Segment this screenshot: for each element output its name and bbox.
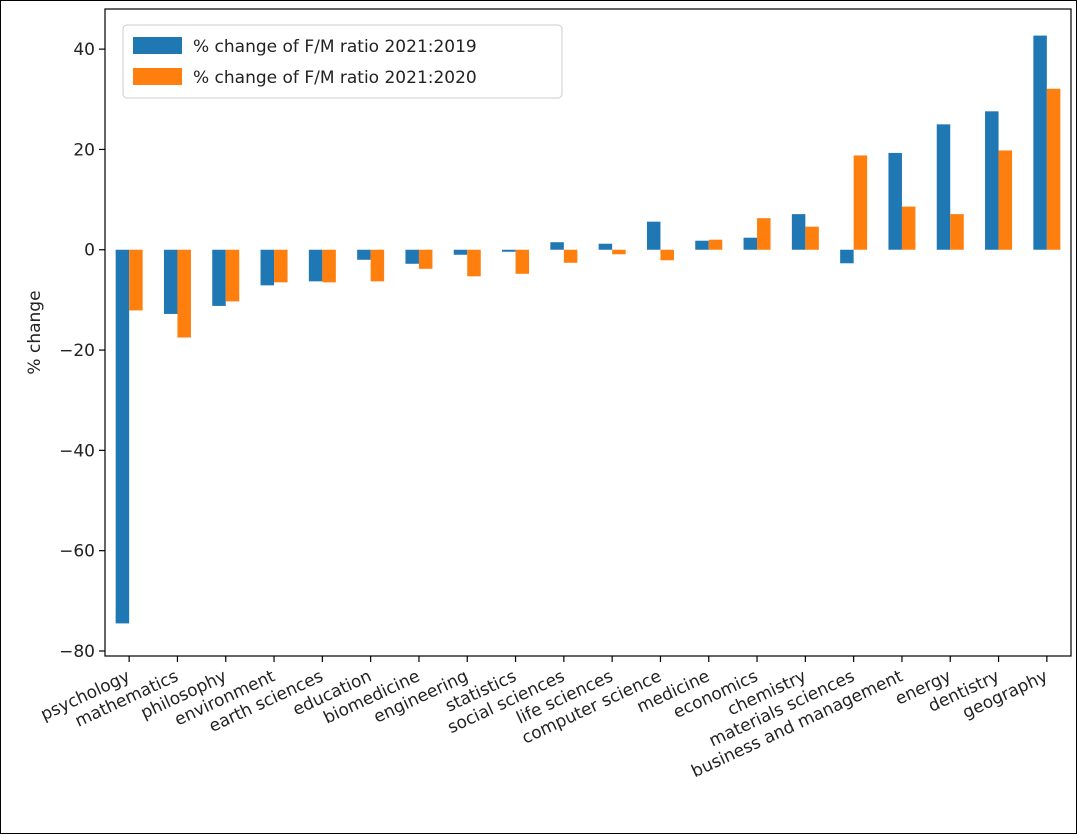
bar-series1-medicine (695, 240, 709, 250)
y-tick-label: −20 (59, 341, 95, 361)
bar-series1-engineering (453, 249, 468, 255)
bars-layer (115, 35, 1061, 624)
bar-series1-geography (1033, 35, 1047, 250)
bar-series2-earth-sciences (322, 249, 336, 283)
bar-series2-chemistry (805, 226, 819, 250)
bar-series2-life-sciences (612, 249, 626, 255)
bar-series1-computer-science (646, 221, 661, 250)
legend-box (122, 24, 563, 99)
bar-series1-business-and-management (888, 152, 902, 250)
legend: % change of F/M ratio 2021:2019 % change … (122, 24, 563, 99)
y-tick-label: −80 (59, 642, 95, 662)
plot-frame (104, 8, 1072, 657)
bar-series1-materials-sciences (840, 249, 854, 264)
bar-series1-energy (936, 124, 951, 250)
bar-series1-psychology (115, 249, 130, 624)
bar-series2-geography (1046, 88, 1061, 250)
legend-label: % change of F/M ratio 2021:2020 (193, 68, 477, 88)
y-tick-label: −40 (59, 441, 95, 461)
bar-series1-dentistry (985, 111, 999, 250)
bar-series1-chemistry (791, 214, 806, 250)
legend-swatch (133, 68, 182, 85)
bar-series2-philosophy (225, 249, 240, 302)
bar-series1-biomedicine (405, 249, 419, 264)
legend-swatch (133, 37, 182, 54)
bar-series2-medicine (708, 239, 723, 250)
y-tick-label: 40 (73, 40, 95, 60)
bar-series2-biomedicine (418, 249, 433, 269)
bar-series2-psychology (129, 249, 143, 311)
bar-series2-statistics (515, 249, 530, 274)
y-tick-label: 0 (84, 241, 95, 261)
y-tick-label: −60 (59, 542, 95, 562)
bar-series1-mathematics (163, 249, 178, 314)
bar-series2-environment (274, 249, 288, 283)
legend-label: % change of F/M ratio 2021:2019 (193, 37, 477, 57)
bar-series2-social-sciences (563, 249, 578, 263)
bar-series2-energy (950, 214, 964, 250)
bar-series1-earth-sciences (308, 249, 323, 282)
bar-series2-materials-sciences (853, 155, 868, 250)
bar-series1-statistics (502, 249, 516, 252)
bar-series2-mathematics (177, 249, 191, 338)
bar-series2-engineering (467, 249, 481, 277)
bar-series2-business-and-management (901, 206, 916, 250)
y-tick-label: 20 (73, 140, 95, 160)
bar-series1-economics (743, 237, 758, 250)
bar-series1-environment (260, 249, 275, 286)
bar-series2-economics (757, 218, 771, 250)
bar-series2-dentistry (998, 150, 1013, 250)
y-axis-label: % change (25, 290, 45, 374)
bar-series2-education (370, 249, 385, 282)
bar-series1-social-sciences (550, 242, 564, 250)
bar-series2-computer-science (660, 249, 674, 261)
bar-series1-education (357, 249, 371, 260)
bar-series1-life-sciences (598, 243, 613, 250)
bar-series1-philosophy (212, 249, 226, 306)
